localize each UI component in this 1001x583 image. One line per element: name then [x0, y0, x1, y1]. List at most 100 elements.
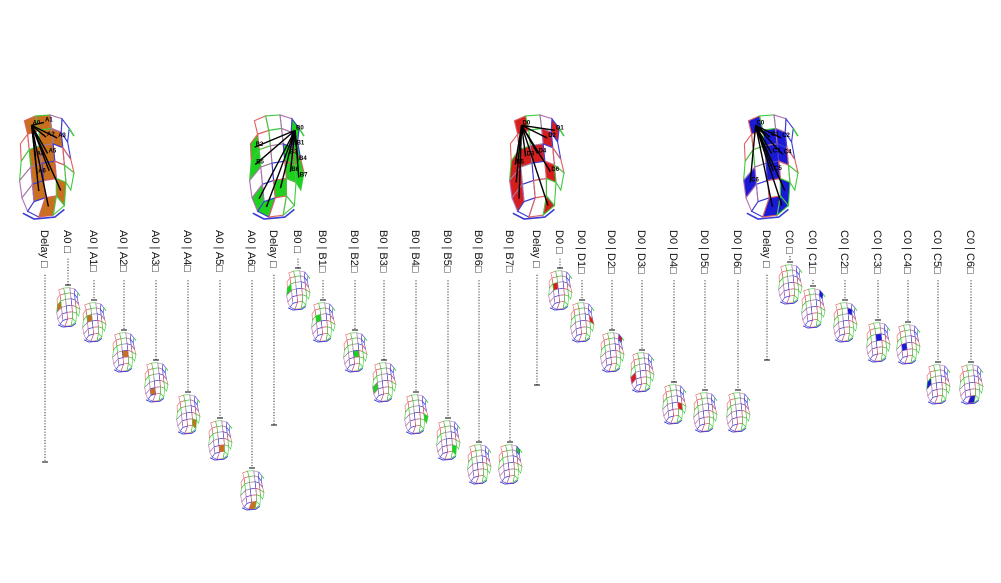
mesh-cell [905, 335, 913, 344]
mesh-cell [90, 307, 98, 315]
region-label: B5 [256, 160, 264, 166]
mesh-thumbnail [778, 264, 803, 305]
mesh-cell [507, 455, 515, 464]
region-label: A3 [58, 133, 66, 139]
mesh-rim-edge [261, 475, 265, 479]
mesh-rim-edge [307, 275, 311, 279]
mesh-thumbnail [208, 420, 233, 461]
mesh-cell [968, 375, 976, 384]
mesh-cell [841, 307, 849, 315]
mesh-cell [584, 332, 591, 342]
region-label: B7 [300, 173, 308, 179]
column-b-0: Delay □ [267, 230, 279, 426]
mesh-cell [743, 132, 754, 163]
mesh-cell [787, 281, 795, 290]
groups-layer: A0 A1 A2 A3 A4 A5 A6 Delay □ A0 □ A0 | A1□ A0 | A2… [18, 114, 984, 511]
mesh-base-edge [177, 429, 197, 435]
region-label: A0 [33, 120, 41, 126]
mesh-cell [254, 500, 261, 510]
connection-line [518, 125, 523, 199]
column-label: Delay □ [760, 230, 772, 268]
column-label: C0 | C4□ [901, 230, 913, 274]
column-label: D0 | D2□ [605, 230, 617, 274]
mesh-cell [74, 293, 79, 305]
group-c: C0 C1 C2 C3 C4 C5 C6 Delay □ C0 □ C0 | C1□ C0 | C2… [742, 114, 984, 405]
mesh-base-edge [499, 479, 519, 485]
mesh-thumbnail [112, 332, 137, 373]
mesh-base-edge [145, 397, 165, 403]
mesh-cell [126, 362, 133, 372]
mesh-rim-edge [229, 425, 233, 429]
mesh-thumbnail [801, 288, 826, 329]
mesh-base-edge [571, 337, 591, 343]
mesh-cell [454, 426, 459, 438]
connection-line [749, 125, 757, 183]
region-label: D5 [516, 160, 524, 166]
column-label: D0 | D4□ [667, 230, 679, 274]
mesh-thumbnail [926, 364, 951, 405]
column-label: B0 | B2□ [348, 230, 360, 273]
mesh-cell [96, 332, 103, 342]
region-label: B0 [296, 125, 304, 131]
mesh-cell [969, 388, 976, 397]
region-label: D1 [556, 125, 564, 131]
column-label: D0 | D1□ [575, 230, 587, 274]
connection-line [754, 125, 783, 206]
mesh-cell [190, 424, 197, 434]
column-label: Delay □ [267, 230, 279, 268]
mesh-cell [619, 351, 625, 362]
region-label: C6 [751, 177, 759, 183]
column-label: C0 | C3□ [871, 230, 883, 274]
mesh-cell [321, 326, 328, 335]
column-label: B0 | B7□ [503, 230, 515, 273]
mesh-cell [21, 182, 35, 213]
column-label: C0 | C6□ [964, 230, 976, 274]
mesh-cell [745, 411, 751, 422]
mesh-base-edge [779, 299, 799, 305]
mesh-cell [562, 300, 569, 310]
mesh-cell [663, 410, 670, 422]
mesh-cell [566, 276, 571, 288]
connection-line [31, 124, 58, 139]
mesh-cell [880, 352, 887, 362]
mesh-cell [734, 397, 742, 405]
group-a-overview-mesh [18, 114, 75, 220]
mesh-cell-highlighted [542, 194, 556, 217]
mesh-cell [66, 311, 73, 320]
mesh-base-edge [802, 323, 822, 329]
region-label: C2 [782, 133, 790, 139]
mesh-cell [579, 313, 587, 322]
mesh-rim-edge [197, 399, 201, 403]
mesh-cell [944, 370, 949, 382]
mesh-base-edge [209, 455, 229, 461]
mesh-cell [884, 328, 889, 340]
mesh-cell [672, 408, 679, 417]
mesh-cell [222, 450, 229, 460]
region-label: B6 [291, 167, 299, 173]
mesh-cell [83, 328, 90, 340]
mesh-thumbnail [866, 322, 891, 363]
connection-line [520, 125, 527, 157]
column-d-1: D0 □ [548, 230, 573, 311]
mesh-base-edge [405, 429, 425, 435]
mesh-cell [927, 390, 934, 402]
mesh-cell [296, 294, 303, 303]
mesh-cell [601, 358, 608, 370]
column-label: B0 | B3□ [377, 230, 389, 273]
mesh-cell [820, 307, 826, 318]
column-c-3: C0 | C2□ [833, 230, 858, 343]
mesh-cell [209, 446, 216, 458]
column-c-6: C0 | C5□ [926, 230, 951, 405]
mesh-cell [216, 425, 224, 433]
connection-line [754, 125, 774, 207]
mesh-cell [786, 269, 794, 277]
mesh-cell [353, 356, 360, 365]
mesh-cell [485, 450, 490, 462]
mesh-cell [702, 409, 710, 418]
column-label: A0 | A1□ [87, 230, 99, 272]
mesh-thumbnail [144, 362, 169, 403]
mesh-cell [967, 369, 975, 377]
